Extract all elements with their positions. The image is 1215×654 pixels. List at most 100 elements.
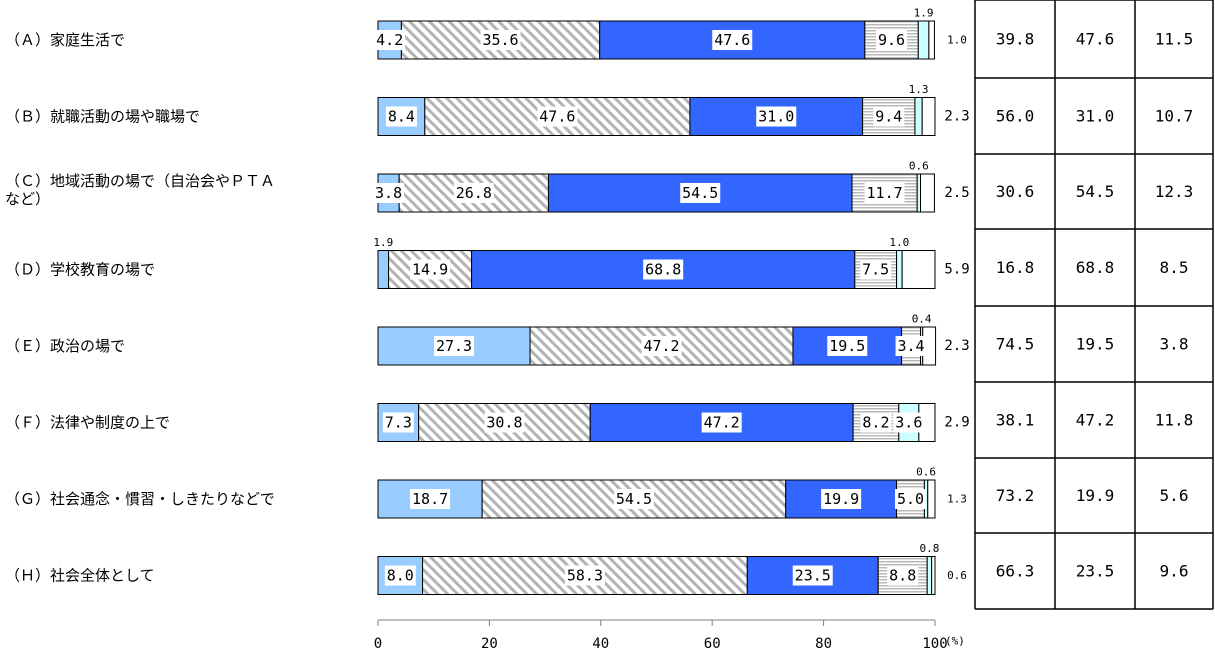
table-cell: 47.2: [1076, 411, 1115, 430]
value-label-bg: [680, 183, 721, 203]
bar-segment: [931, 556, 936, 595]
x-tick-label: 20: [481, 636, 498, 652]
value-label-bg: [453, 183, 494, 203]
value-label-bg: [480, 30, 521, 50]
bar-value-label: 5.9: [944, 262, 969, 278]
bar-value-label: 0.6: [916, 466, 936, 479]
bar-value-label: 47.2: [643, 337, 679, 355]
bar-value-label: 68.8: [645, 261, 681, 279]
bar-segment: [901, 250, 936, 289]
bar-value-label: 1.9: [373, 236, 393, 249]
table-cell: 16.8: [996, 258, 1035, 277]
bar-value-label: 30.8: [486, 414, 522, 432]
bar-value-label: 8.0: [387, 567, 414, 585]
bar-value-label: 47.6: [714, 31, 750, 49]
value-label-bg: [756, 106, 797, 127]
table-cell: 73.2: [996, 486, 1035, 505]
category-label: （Ｇ）社会通念・慣習・しきたりなどで: [5, 490, 275, 508]
value-label-bg: [384, 565, 416, 586]
category-label: （Ｅ）政治の場で: [5, 337, 125, 355]
bar-value-label: 2.5: [944, 185, 969, 201]
value-label-bg: [410, 489, 451, 509]
bar-value-label: 0.6: [909, 160, 929, 173]
bar-value-label: 8.2: [862, 414, 889, 432]
bar-value-label: 0.6: [947, 569, 967, 582]
bar-value-label: 0.8: [919, 542, 939, 555]
table-cell: 8.5: [1160, 258, 1189, 277]
value-label-bg: [434, 336, 475, 356]
bar-value-label: 7.3: [385, 414, 412, 432]
bar-segment: [377, 479, 483, 519]
bar-segment: [422, 556, 748, 595]
bar-value-label: 5.0: [897, 490, 924, 508]
value-label-bg: [373, 183, 405, 203]
category-label: （Ｆ）法律や制度の上で: [5, 414, 170, 432]
bar-value-label: 9.4: [875, 108, 902, 126]
value-label-bg: [876, 30, 908, 50]
table-cell: 9.6: [1160, 562, 1189, 581]
category-label: （Ａ）家庭生活で: [5, 31, 125, 49]
value-label-bg: [887, 565, 919, 586]
bar-value-label: 2.3: [944, 109, 969, 125]
table-cell: 11.8: [1155, 411, 1194, 430]
x-axis-unit: (%): [945, 635, 965, 648]
bar-value-label: 47.2: [704, 414, 740, 432]
value-label-bg: [564, 565, 605, 586]
bar-value-label: 35.6: [482, 31, 518, 49]
table-cell: 3.8: [1160, 335, 1189, 354]
table-cell: 19.5: [1076, 335, 1115, 354]
value-label-bg: [385, 106, 417, 127]
x-tick-label: 60: [704, 636, 721, 652]
bar-value-label: 2.3: [944, 338, 969, 354]
table-cell: 74.5: [996, 335, 1035, 354]
value-label-bg: [410, 259, 451, 280]
bar-value-label: 9.6: [878, 31, 905, 49]
bar-value-label: 19.9: [823, 490, 859, 508]
value-label-bg: [827, 336, 868, 356]
bar-value-label: 1.3: [947, 493, 967, 506]
value-label-bg: [895, 336, 927, 356]
value-label-bg: [894, 489, 926, 509]
value-label-bg: [537, 106, 578, 127]
bar-segment: [916, 173, 922, 213]
value-label-bg: [374, 30, 406, 50]
bar-value-label: 54.5: [682, 184, 718, 202]
bar-value-label: 3.8: [375, 184, 402, 202]
bar-segment: [927, 479, 936, 519]
table-cell: 54.5: [1076, 182, 1115, 201]
bar-value-label: 19.5: [829, 337, 865, 355]
bar-value-label: 54.5: [616, 490, 652, 508]
bar-value-label: 14.9: [412, 261, 448, 279]
bar-value-label: 8.4: [388, 108, 415, 126]
value-label-bg: [643, 259, 684, 280]
bar-value-label: 23.5: [795, 567, 831, 585]
bar-value-label: 18.7: [412, 490, 448, 508]
table-cell: 19.9: [1076, 486, 1115, 505]
bar-segment: [377, 250, 390, 289]
value-label-bg: [712, 30, 753, 50]
bar-segment: [926, 556, 933, 595]
value-label-bg: [873, 106, 905, 127]
x-tick-label: 0: [374, 636, 382, 652]
table-cell: 47.6: [1076, 30, 1115, 49]
table-cell: 5.6: [1160, 486, 1189, 505]
bar-value-label: 47.6: [539, 108, 575, 126]
bar-value-label: 27.3: [436, 337, 472, 355]
table-cell: 38.1: [996, 411, 1035, 430]
x-tick-label: 80: [815, 636, 832, 652]
bar-value-label: 4.2: [376, 31, 403, 49]
bar-segment: [921, 97, 936, 136]
bar-segment: [928, 20, 935, 60]
value-label-bg: [613, 489, 654, 509]
bar-value-label: 3.4: [898, 337, 925, 355]
table-cell: 30.6: [996, 182, 1035, 201]
bar-value-label: 1.9: [914, 7, 934, 20]
table-cell: 66.3: [996, 562, 1035, 581]
table-cell: 23.5: [1076, 562, 1115, 581]
bar-value-label: 11.7: [867, 184, 903, 202]
table-cell: 68.8: [1076, 258, 1115, 277]
bar-value-label: 31.0: [758, 108, 794, 126]
category-label: （Ｂ）就職活動の場や職場で: [5, 108, 200, 126]
bar-value-label: 58.3: [567, 567, 603, 585]
